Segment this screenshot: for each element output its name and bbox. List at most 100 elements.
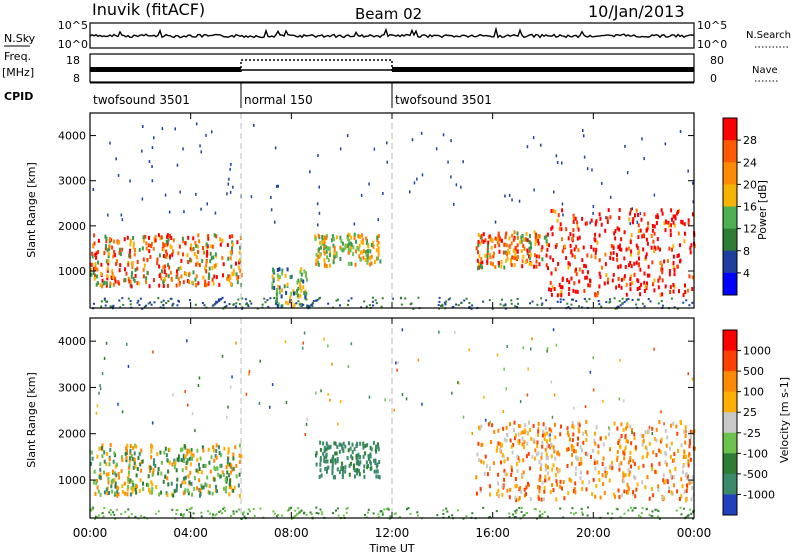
range-cell xyxy=(106,273,109,278)
range-cell xyxy=(546,347,549,351)
range-cell xyxy=(682,301,685,304)
range-cell xyxy=(487,244,489,248)
range-cell xyxy=(521,430,524,435)
range-cell xyxy=(287,301,290,306)
range-cell xyxy=(183,210,185,214)
range-cell xyxy=(606,280,609,285)
range-cell xyxy=(180,258,183,263)
range-cell xyxy=(572,213,575,218)
range-cell xyxy=(292,516,295,519)
range-cell xyxy=(586,514,589,517)
range-cell xyxy=(250,195,253,199)
range-cell xyxy=(112,275,115,279)
range-cell xyxy=(290,506,293,509)
freq-strip: Freq. [MHz] 18 8 80 0 Nave xyxy=(2,50,778,85)
range-cell xyxy=(556,482,558,487)
range-cell xyxy=(638,229,640,234)
range-cell xyxy=(117,280,120,285)
range-cell xyxy=(355,456,358,461)
range-cell xyxy=(622,427,625,432)
velocity-scatter xyxy=(90,318,696,520)
range-cell xyxy=(653,288,656,293)
range-cell xyxy=(109,509,112,511)
range-cell xyxy=(213,477,216,482)
range-cell xyxy=(383,508,386,511)
range-cell xyxy=(148,490,151,495)
range-cell xyxy=(631,428,633,433)
range-cell xyxy=(309,170,311,174)
range-cell xyxy=(503,265,506,270)
range-cell xyxy=(691,377,694,381)
range-cell xyxy=(509,422,511,427)
range-cell xyxy=(587,270,589,275)
range-cell xyxy=(514,305,517,308)
range-cell xyxy=(645,237,648,242)
range-cell xyxy=(371,300,374,303)
range-cell xyxy=(567,236,570,241)
range-cell xyxy=(188,279,190,284)
range-cell xyxy=(137,299,140,302)
range-cell xyxy=(112,469,115,474)
range-cell xyxy=(624,144,626,148)
range-cell xyxy=(488,515,491,518)
range-cell xyxy=(630,233,633,238)
range-cell xyxy=(664,228,667,233)
range-cell xyxy=(322,451,325,456)
range-cell xyxy=(548,444,551,449)
range-cell xyxy=(532,424,535,428)
range-cell xyxy=(197,244,199,249)
range-cell xyxy=(197,384,200,387)
range-cell xyxy=(646,241,649,246)
range-cell xyxy=(665,443,668,448)
range-cell xyxy=(157,233,160,238)
range-cell xyxy=(546,242,549,247)
range-cell xyxy=(693,243,696,248)
range-cell xyxy=(126,235,129,240)
range-cell xyxy=(232,303,235,306)
range-cell xyxy=(520,511,523,513)
range-cell xyxy=(210,256,213,261)
range-cell xyxy=(182,491,185,496)
range-cell xyxy=(105,472,108,477)
range-cell xyxy=(306,417,308,421)
range-cell xyxy=(374,299,377,302)
range-cell xyxy=(616,450,619,454)
range-cell xyxy=(195,468,198,473)
range-cell xyxy=(447,298,450,301)
range-cell xyxy=(625,298,628,301)
range-cell xyxy=(176,272,179,277)
range-cell xyxy=(541,440,544,445)
range-cell xyxy=(522,470,525,475)
range-cell xyxy=(510,468,513,473)
range-cell xyxy=(457,304,460,307)
range-cell xyxy=(359,234,362,239)
range-cell xyxy=(541,433,544,438)
range-cell xyxy=(446,510,449,513)
range-cell xyxy=(535,232,537,237)
range-cell xyxy=(506,256,509,261)
range-cell xyxy=(642,233,645,238)
range-cell xyxy=(648,425,651,429)
range-cell xyxy=(302,341,304,345)
range-cell xyxy=(684,429,687,434)
range-cell xyxy=(651,228,654,233)
range-cell xyxy=(103,280,106,285)
range-cell xyxy=(110,513,113,516)
range-cell xyxy=(502,483,505,488)
range-cell xyxy=(177,276,180,281)
range-cell xyxy=(552,208,555,213)
colorbar-swatch xyxy=(723,391,737,413)
range-cell xyxy=(168,460,171,465)
range-cell xyxy=(323,455,326,460)
range-cell xyxy=(114,471,116,476)
range-cell xyxy=(387,508,390,511)
range-cell xyxy=(311,305,314,307)
range-cell xyxy=(638,286,641,290)
range-cell xyxy=(180,274,183,279)
range-cell xyxy=(160,471,163,476)
range-cell xyxy=(596,240,599,245)
range-cell xyxy=(513,420,516,425)
range-cell xyxy=(442,513,445,515)
range-cell xyxy=(318,253,321,258)
